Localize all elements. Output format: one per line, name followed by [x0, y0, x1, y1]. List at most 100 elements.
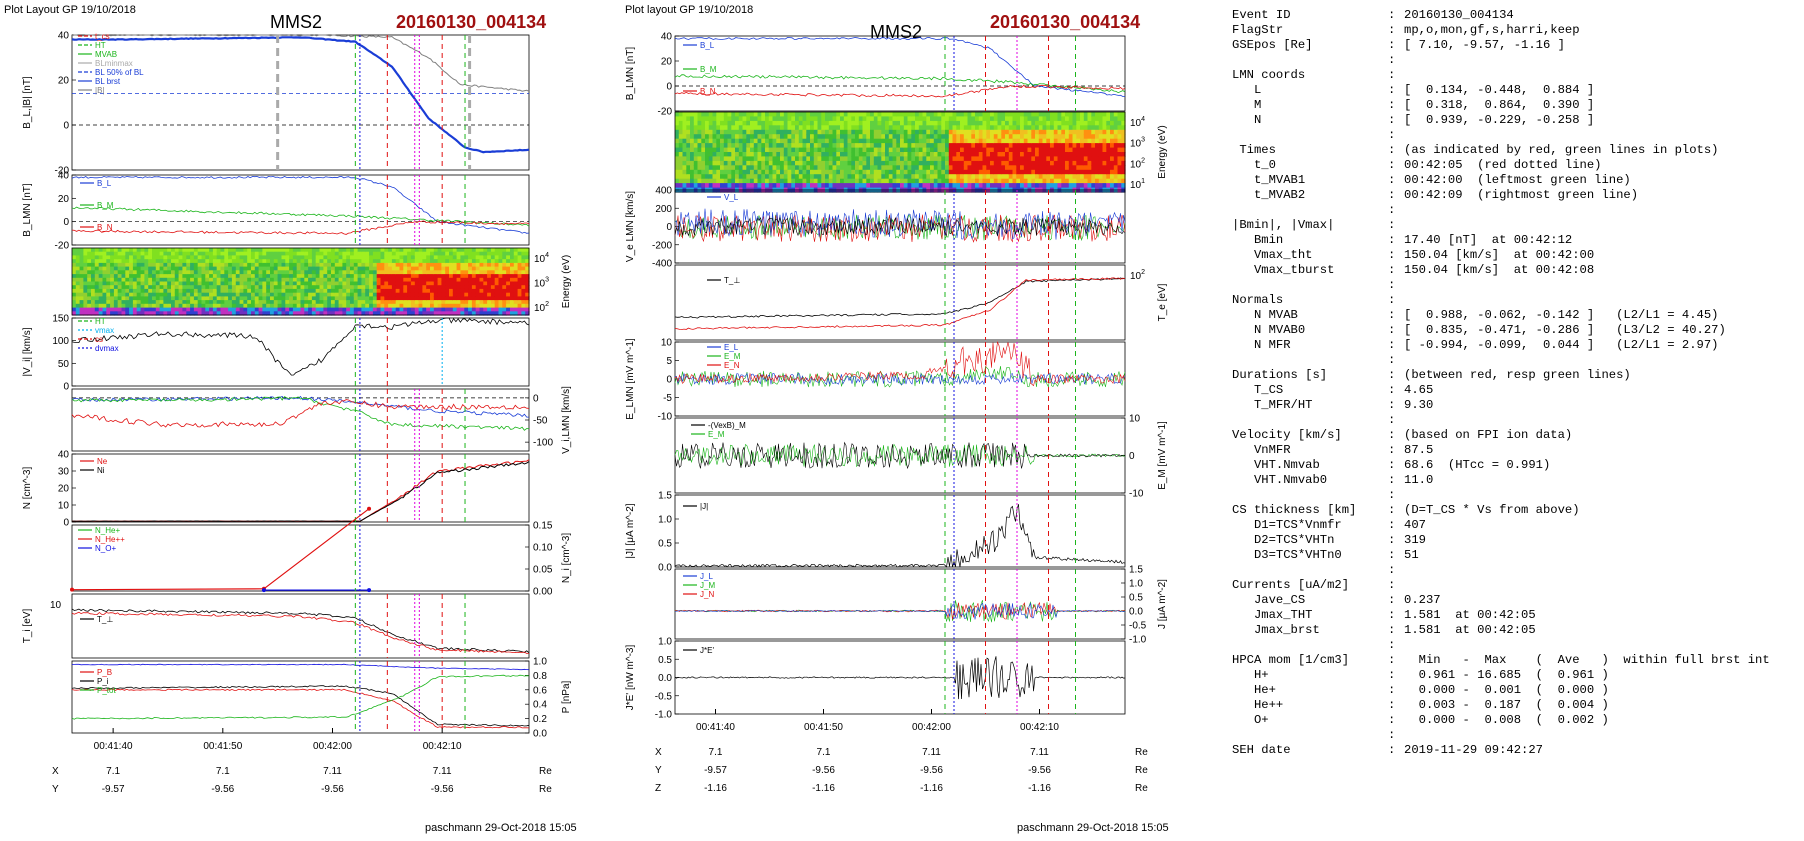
spectrogram-cell	[167, 281, 172, 286]
spectrogram-cell	[1095, 169, 1100, 175]
spectrogram-cell	[239, 303, 244, 309]
spectrogram-cell	[1098, 169, 1104, 175]
spectrogram-cell	[847, 112, 852, 117]
info-colon: :	[1388, 413, 1396, 427]
spectrogram-cell	[239, 311, 244, 316]
spectrogram-cell	[772, 156, 777, 162]
spectrogram-cell	[873, 134, 879, 140]
spectrogram-cell	[1053, 138, 1059, 144]
spectrogram-cell	[1012, 165, 1017, 171]
spectrogram-cell	[87, 262, 92, 268]
spectrogram-cell	[403, 259, 408, 264]
spectrogram-cell	[862, 129, 867, 135]
spectrogram-cell	[787, 165, 792, 171]
spectrogram-cell	[798, 138, 804, 144]
spectrogram-cell	[701, 134, 706, 140]
spectrogram-cell	[1098, 152, 1104, 157]
spectrogram-cell	[426, 255, 431, 260]
spectrogram-cell	[471, 251, 477, 256]
spectrogram-cell	[975, 134, 980, 140]
spectrogram-cell	[1001, 125, 1006, 131]
spectrogram-cell	[167, 255, 172, 260]
spectrogram-cell	[993, 120, 999, 126]
spectrogram-cell	[1091, 160, 1096, 166]
spectrogram-cell	[277, 262, 282, 268]
spectrogram-cell	[72, 292, 77, 297]
spectrogram-cell	[510, 270, 515, 275]
spectrogram-cell	[117, 311, 123, 316]
spectrogram-cell	[475, 270, 481, 275]
spectrogram-cell	[727, 125, 732, 131]
spectrogram-cell	[1083, 169, 1089, 175]
spectrogram-cell	[836, 112, 841, 117]
spectrogram-cell	[159, 307, 164, 312]
spectrogram-cell	[441, 292, 446, 297]
spectrogram-cell	[353, 277, 359, 283]
spectrogram-cell	[216, 266, 222, 271]
spectrogram-cell	[686, 134, 691, 140]
spectrogram-cell	[870, 112, 875, 117]
spectrogram-cell	[952, 169, 957, 175]
spectrogram-cell	[403, 292, 408, 297]
info-line: D2=TCS*VHTn:319	[1232, 533, 1770, 548]
spectrogram-cell	[254, 259, 260, 264]
spectrogram-cell	[289, 281, 294, 286]
spectrogram-cell	[205, 285, 210, 290]
spectrogram-cell	[517, 303, 522, 309]
spectrogram-cell	[193, 292, 199, 297]
spectrogram-cell	[136, 251, 142, 256]
spectrogram-cell	[136, 296, 142, 301]
spectrogram-cell	[110, 277, 115, 283]
spectrogram-cell	[212, 311, 218, 316]
spectrogram-cell	[1110, 112, 1115, 117]
spectrogram-cell	[825, 147, 830, 153]
spectrogram-cell	[802, 129, 807, 135]
spectrogram-cell	[1091, 138, 1096, 144]
spectrogram-cell	[319, 288, 324, 294]
spectrogram-cell	[982, 138, 987, 144]
spectrogram-cell	[997, 174, 1002, 180]
spectrogram-cell	[701, 183, 706, 189]
spectrogram-cell	[464, 251, 469, 256]
spectrogram-cell	[510, 288, 515, 294]
spectrogram-cell	[870, 138, 875, 144]
y-tick-label: 102	[1130, 269, 1145, 282]
spectrogram-cell	[720, 178, 725, 184]
spectrogram-cell	[802, 125, 807, 131]
spectrogram-cell	[825, 125, 830, 131]
spectrogram-cell	[986, 147, 991, 153]
spectrogram-cell	[873, 120, 879, 126]
spectrogram-cell	[922, 129, 927, 135]
y-axis-label: P [nPa]	[561, 680, 572, 713]
spectrogram-cell	[716, 147, 721, 153]
spectrogram-cell	[993, 138, 999, 144]
spectrogram-cell	[102, 307, 107, 312]
spectrogram-cell	[212, 259, 218, 264]
spectrogram-cell	[212, 251, 218, 256]
spectrogram-cell	[494, 259, 500, 264]
spectrogram-cell	[986, 116, 991, 122]
spectrogram-cell	[395, 307, 401, 312]
spectrogram-cell	[231, 311, 237, 316]
spectrogram-cell	[1042, 174, 1047, 180]
spectrogram-cell	[918, 178, 924, 184]
spectrogram-cell	[1005, 116, 1010, 122]
spectrogram-cell	[738, 160, 744, 166]
spectrogram-cell	[521, 285, 526, 290]
je-series	[674, 656, 1126, 700]
spectrogram-cell	[129, 285, 134, 290]
spectrogram-cell	[1061, 143, 1066, 149]
spectrogram-cell	[810, 178, 815, 184]
spectrogram-cell	[757, 160, 762, 166]
spectrogram-cell	[395, 255, 401, 260]
spectrogram-cell	[342, 255, 347, 260]
spectrogram-cell	[1110, 160, 1115, 166]
spectrogram-cell	[727, 152, 732, 157]
spectrogram-cell	[836, 134, 841, 140]
spectrogram-cell	[300, 307, 305, 312]
spectrogram-cell	[300, 300, 305, 305]
spectrogram-cell	[186, 307, 191, 312]
spectrogram-cell	[289, 266, 294, 271]
spectrogram-cell	[113, 311, 119, 316]
spectrogram-cell	[391, 303, 397, 309]
